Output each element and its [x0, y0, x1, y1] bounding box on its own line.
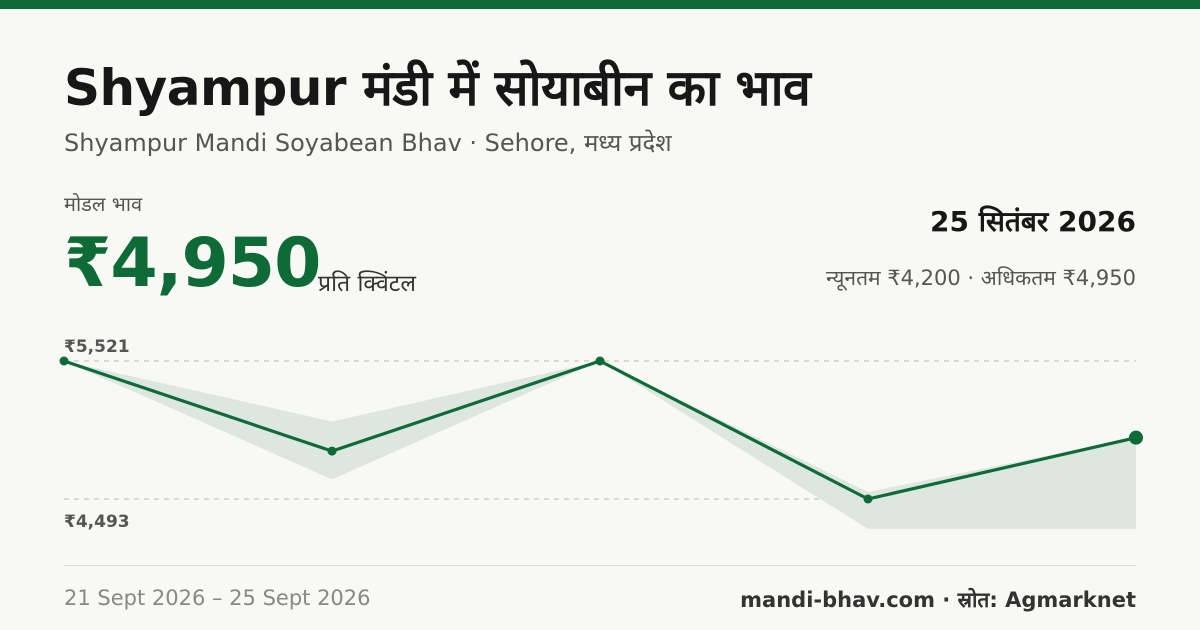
model-price-label: मोडल भाव	[64, 192, 143, 216]
data-point-3	[863, 494, 873, 504]
footer-date-range: 21 Sept 2026 – 25 Sept 2026	[64, 586, 371, 610]
top-accent-bar	[0, 0, 1200, 9]
model-price-value: ₹4,950	[64, 224, 321, 303]
data-point-2	[595, 356, 605, 366]
data-point-1	[327, 446, 337, 456]
min-max-range: न्यूनतम ₹4,200 · अधिकतम ₹4,950	[826, 266, 1136, 290]
y-tick-label-bottom: ₹4,493	[64, 512, 130, 532]
data-point-4	[1129, 430, 1143, 445]
y-tick-label-top: ₹5,521	[64, 337, 130, 357]
data-point-0	[59, 356, 69, 366]
price-unit: प्रति क्विंटल	[318, 271, 416, 297]
footer-divider	[64, 565, 1136, 566]
price-range-band	[64, 361, 1136, 529]
price-date: 25 सितंबर 2026	[930, 205, 1136, 238]
page-subtitle: Shyampur Mandi Soyabean Bhav · Sehore, म…	[64, 129, 672, 157]
page-title: Shyampur मंडी में सोयाबीन का भाव	[64, 59, 811, 117]
footer-source: mandi-bhav.com · स्रोत: Agmarknet	[740, 588, 1136, 612]
